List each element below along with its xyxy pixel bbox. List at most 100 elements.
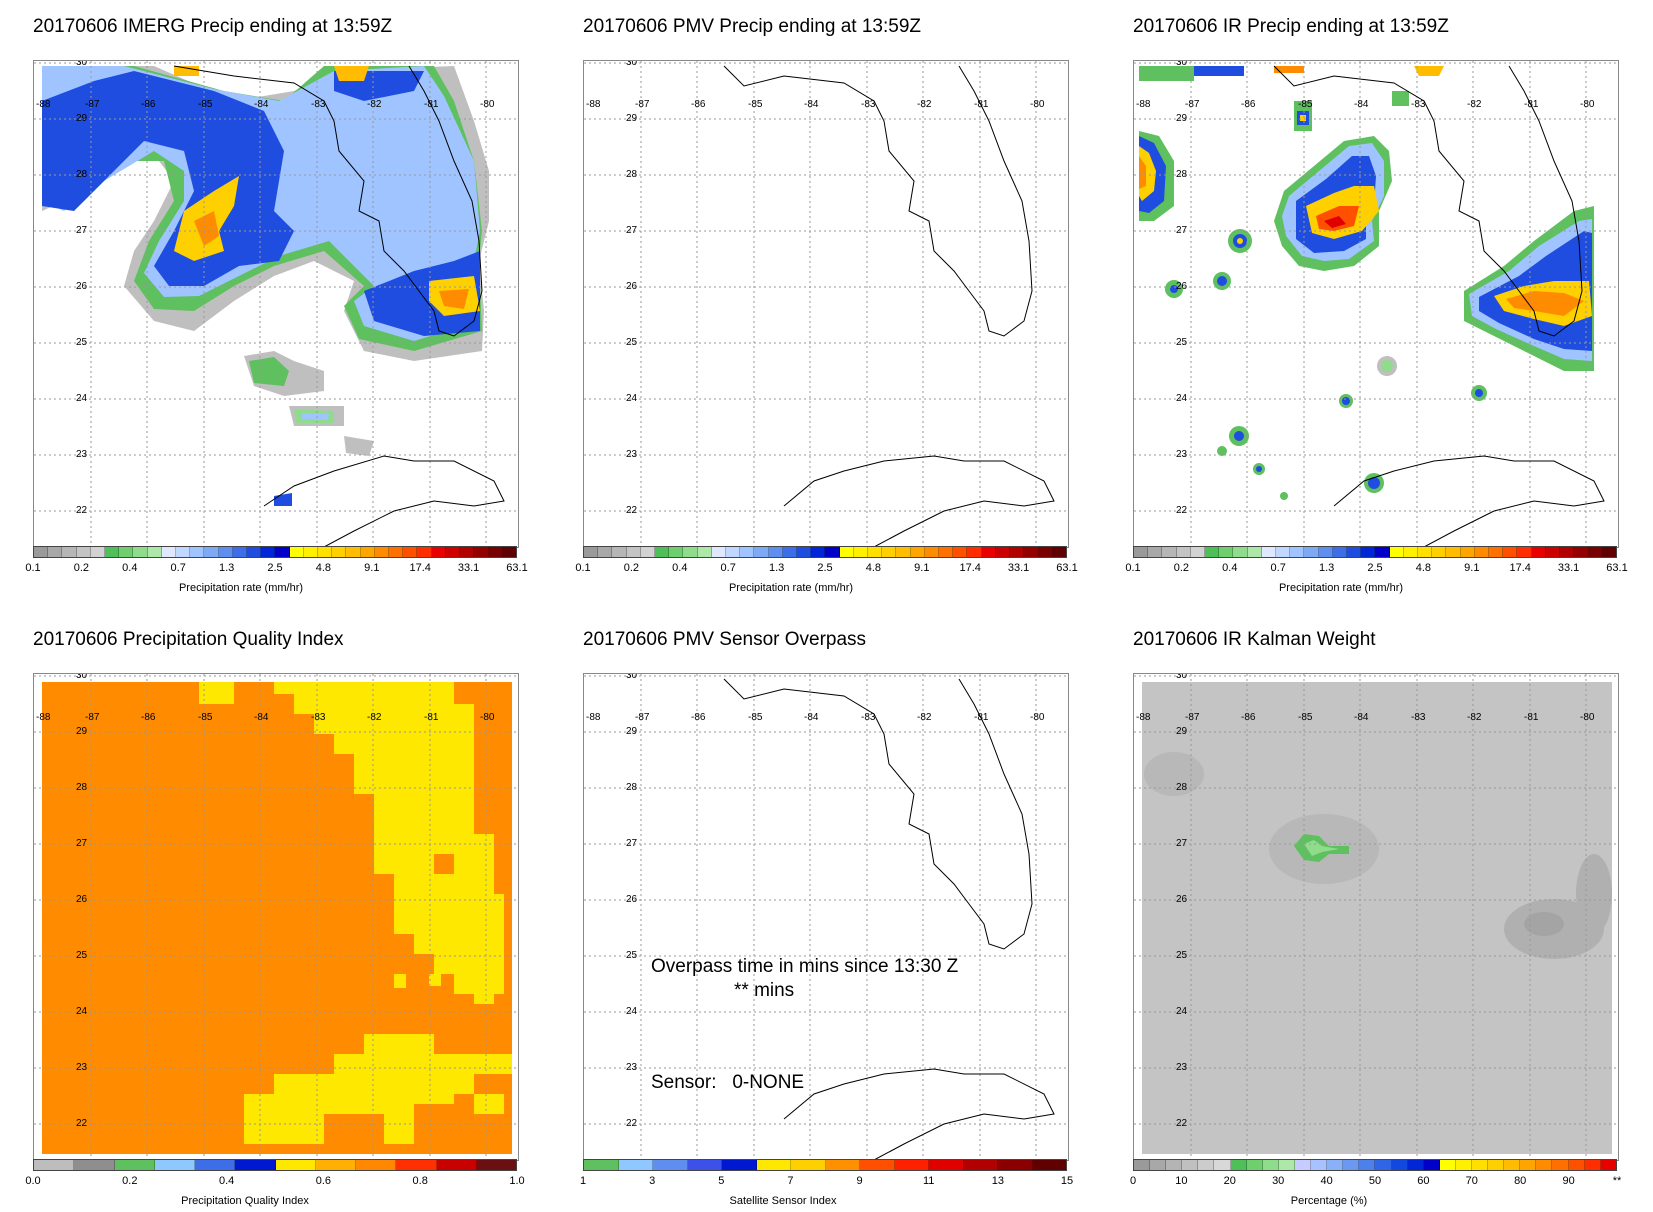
colorbar-segment xyxy=(318,547,333,557)
colorbar-segment xyxy=(218,547,233,557)
colorbar-segment xyxy=(811,547,826,557)
colorbar-segment xyxy=(797,547,812,557)
colorbar-tick-label: 50 xyxy=(1368,1175,1382,1187)
colorbar-segment xyxy=(791,1160,826,1170)
svg-text:-82: -82 xyxy=(917,712,932,723)
svg-text:23: 23 xyxy=(76,449,88,460)
svg-text:-88: -88 xyxy=(1136,712,1151,723)
colorbar-segment xyxy=(894,1160,929,1170)
svg-text:28: 28 xyxy=(626,782,638,793)
svg-text:-85: -85 xyxy=(198,712,213,723)
colorbar-kalman xyxy=(1133,1159,1617,1171)
svg-text:26: 26 xyxy=(76,894,88,905)
svg-text:29: 29 xyxy=(1176,726,1188,737)
svg-text:23: 23 xyxy=(76,1062,88,1073)
map-imerg: -88 -87 -86 -85 -84 -83 -82 -81 -80 30 2… xyxy=(33,60,519,548)
colorbar-segment xyxy=(653,1160,688,1170)
colorbar-pmv xyxy=(583,546,1067,558)
colorbar-tick-label: 0.7 xyxy=(720,562,736,574)
svg-text:-84: -84 xyxy=(1354,99,1369,110)
colorbar-tick-label: 90 xyxy=(1562,1175,1575,1187)
svg-text:25: 25 xyxy=(76,337,88,348)
lat-labels-overpass: 30 29 28 27 26 25 24 23 22 xyxy=(626,674,638,1129)
panel-title-pmv: 20170606 PMV Precip ending at 13:59Z xyxy=(583,16,922,37)
colorbar-tick-label: 30 xyxy=(1272,1175,1285,1187)
colorbar-segment xyxy=(1134,1160,1151,1170)
svg-text:-85: -85 xyxy=(748,712,763,723)
colorbar-segment xyxy=(1311,1160,1328,1170)
colorbar-tick-label: 17.4 xyxy=(959,562,981,574)
colorbar-ticks-imerg: 0.1 0.2 0.4 0.7 1.3 2.5 4.8 9.1 17.4 33.1 63.1 xyxy=(25,562,527,576)
svg-text:22: 22 xyxy=(1176,1118,1188,1129)
colorbar-segment xyxy=(1375,547,1390,557)
svg-text:-85: -85 xyxy=(748,99,763,110)
lat-labels-kalman: 30 29 28 27 26 25 24 23 22 xyxy=(1176,674,1188,1129)
colorbar-tick-label: 0.1 xyxy=(575,562,591,574)
colorbar-segment xyxy=(1531,547,1546,557)
colorbar-tick-label: 3 xyxy=(649,1175,656,1187)
colorbar-tick-label: 1.3 xyxy=(218,562,235,574)
colorbar-segment xyxy=(1294,1160,1312,1170)
colorbar-pqi xyxy=(33,1159,517,1171)
colorbar-segment xyxy=(697,547,712,557)
colorbar-segment xyxy=(235,1160,276,1170)
colorbar-segment xyxy=(853,547,869,557)
svg-text:-84: -84 xyxy=(254,99,269,110)
colorbar-ticks-pmv: 0.1 0.2 0.4 0.7 1.3 2.5 4.8 9.1 17.4 33.1 63.1 xyxy=(575,562,1077,576)
svg-text:25: 25 xyxy=(1176,950,1188,961)
colorbar-segment xyxy=(981,547,996,557)
map-svg-kalman: -88 -87 -86 -85 -84 -83 -82 -81 -80 30 2… xyxy=(1134,674,1618,1160)
svg-text:-80: -80 xyxy=(1580,99,1595,110)
svg-text:-88: -88 xyxy=(586,712,601,723)
colorbar-segment xyxy=(34,1160,75,1170)
svg-text:-83: -83 xyxy=(311,712,326,723)
lon-labels-imerg: -88 -87 -86 -85 -84 -83 -82 -81 -80 xyxy=(36,99,495,110)
quality-field-pqi xyxy=(42,682,512,1154)
map-svg-overpass: -88 -87 -86 -85 -84 -83 -82 -81 -80 30 2… xyxy=(584,674,1068,1160)
colorbar-segment xyxy=(756,1160,791,1170)
map-kalman: -88 -87 -86 -85 -84 -83 -82 -81 -80 30 2… xyxy=(1133,673,1619,1161)
colorbar-tick-label: 2.5 xyxy=(1367,562,1383,574)
colorbar-tick-label: 1.3 xyxy=(768,562,785,574)
svg-text:27: 27 xyxy=(626,838,638,849)
svg-text:27: 27 xyxy=(626,225,638,236)
colorbar-segment xyxy=(782,547,798,557)
map-svg-pqi: -88 -87 -86 -85 -84 -83 -82 -81 -80 30 2… xyxy=(34,674,518,1160)
colorbar-segment xyxy=(1407,1160,1424,1170)
colorbar-segment xyxy=(1545,547,1561,557)
colorbar-tick-label: 4.8 xyxy=(1415,562,1432,574)
svg-text:24: 24 xyxy=(626,393,638,404)
svg-text:-81: -81 xyxy=(424,99,439,110)
colorbar-segment xyxy=(275,547,290,557)
svg-text:-86: -86 xyxy=(141,99,156,110)
colorbar-tick-label: 0.4 xyxy=(672,562,688,574)
svg-text:28: 28 xyxy=(1176,782,1188,793)
colorbar-segment xyxy=(1471,1160,1489,1170)
colorbar-segment xyxy=(896,547,911,557)
colorbar-segment xyxy=(1347,547,1362,557)
svg-text:-83: -83 xyxy=(1411,712,1426,723)
panel-title-pqi: 20170606 Precipitation Quality Index xyxy=(33,629,344,650)
colorbar-tick-label: 9 xyxy=(856,1175,863,1187)
colorbar-segment xyxy=(882,547,897,557)
colorbar-segment xyxy=(1584,1160,1601,1170)
colorbar-tick-label: 0.4 xyxy=(218,1175,235,1187)
precip-field-imerg xyxy=(42,66,489,506)
svg-text:-81: -81 xyxy=(974,99,989,110)
colorbar-ticks-ir: 0.1 0.2 0.4 0.7 1.3 2.5 4.8 9.1 17.4 33.1 63.1 xyxy=(1125,562,1627,576)
colorbar-segment xyxy=(1205,547,1220,557)
colorbar-segment xyxy=(360,547,375,557)
grid-imerg xyxy=(34,61,518,547)
svg-text:-85: -85 xyxy=(198,99,213,110)
colorbar-tick-label: 20 xyxy=(1223,1175,1236,1187)
colorbar-segment xyxy=(726,547,741,557)
svg-text:-80: -80 xyxy=(1030,99,1045,110)
map-pmv: -88 -87 -86 -85 -84 -83 -82 -81 -80 30 2… xyxy=(583,60,1069,548)
colorbar-tick-label: ** xyxy=(1612,1175,1622,1187)
colorbar-segment xyxy=(1262,1160,1279,1170)
colorbar-segment xyxy=(584,1160,619,1170)
map-overpass: -88 -87 -86 -85 -84 -83 -82 -81 -80 30 2… xyxy=(583,673,1069,1161)
colorbar-segment xyxy=(1318,547,1333,557)
lat-labels-pmv: 30 29 28 27 26 25 24 23 22 xyxy=(626,61,638,516)
colorbar-segment xyxy=(1600,1160,1616,1170)
